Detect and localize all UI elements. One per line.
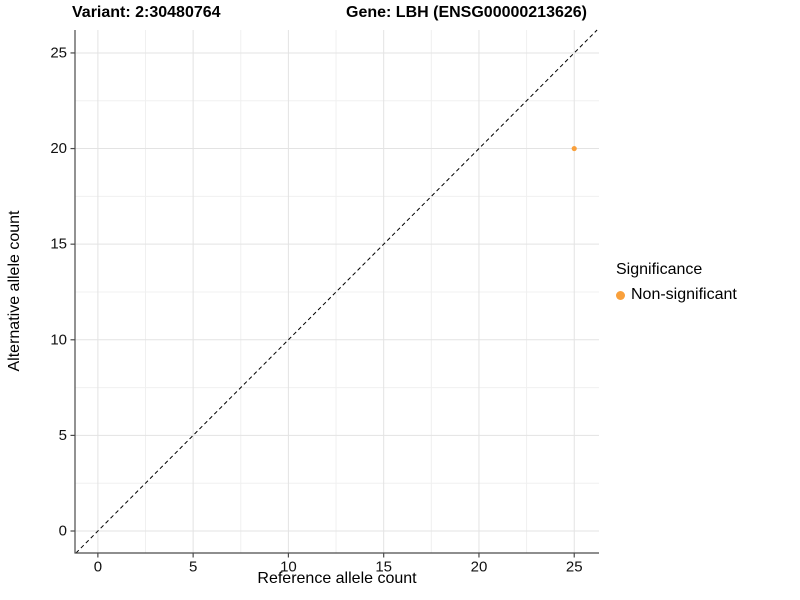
y-tick-label: 20: [50, 140, 67, 157]
plot-title-gene: Gene: LBH (ENSG00000213626): [346, 4, 587, 21]
y-axis-title: Alternative allele count: [6, 210, 23, 372]
legend-title: Significance: [616, 261, 703, 278]
x-tick-label: 15: [375, 558, 392, 575]
plot-title-variant: Variant: 2:30480764: [72, 4, 221, 21]
y-tick-label: 0: [59, 522, 67, 539]
x-tick-label: 0: [94, 558, 102, 575]
legend-point-icon: [616, 290, 625, 300]
data-point: [571, 145, 577, 152]
x-tick-label: 20: [471, 558, 488, 575]
y-tick-label: 25: [50, 44, 67, 61]
y-tick-label: 5: [59, 427, 67, 444]
legend: Significance Non-significant: [616, 261, 737, 304]
y-tick-label: 10: [50, 331, 67, 348]
x-axis-title: Reference allele count: [257, 570, 417, 587]
y-tick-label: 15: [50, 236, 67, 253]
x-tick-label: 25: [566, 558, 583, 575]
x-tick-label: 5: [189, 558, 197, 575]
legend-item: Non-significant: [616, 286, 737, 304]
legend-item-label: Non-significant: [631, 286, 737, 303]
x-tick-label: 10: [280, 558, 297, 575]
